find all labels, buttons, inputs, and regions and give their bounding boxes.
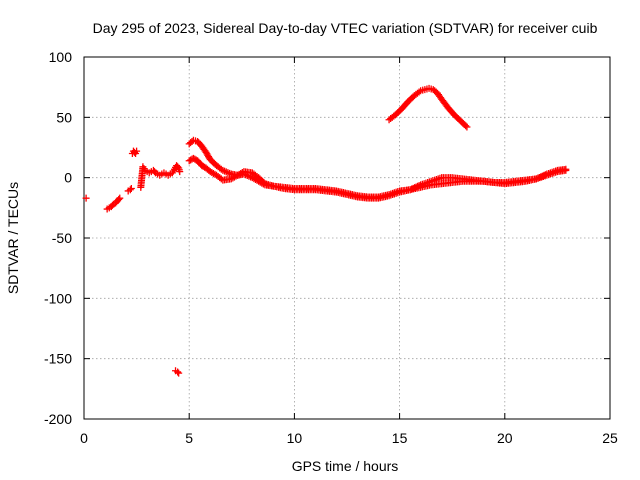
data-point (562, 165, 570, 173)
data-point (408, 185, 416, 193)
x-tick-label: 5 (185, 430, 193, 446)
y-tick-label: 50 (56, 109, 72, 125)
y-axis-label: SDTVAR / TECUs (5, 182, 21, 294)
y-tick-label: 0 (64, 170, 72, 186)
data-point (174, 368, 182, 376)
x-tick-label: 15 (392, 430, 408, 446)
data-point (175, 369, 183, 377)
y-tick-label: -100 (44, 290, 72, 306)
x-tick-labels: 0 5 10 15 20 25 (80, 430, 618, 446)
data-point (115, 195, 123, 203)
x-tick-label: 25 (602, 430, 618, 446)
chart-title: Day 295 of 2023, Sidereal Day-to-day VTE… (93, 20, 598, 36)
grid-layer (84, 57, 610, 419)
data-point (463, 123, 471, 131)
data-point (541, 171, 549, 179)
data-point (537, 173, 545, 181)
data-point (406, 186, 414, 194)
data-marks (82, 84, 570, 377)
data-point (217, 175, 225, 183)
data-point (415, 88, 423, 96)
data-point (462, 122, 470, 130)
data-point (414, 182, 422, 190)
y-tick-labels: -200 -150 -100 -50 0 50 100 (44, 49, 72, 427)
x-tick-label: 0 (80, 430, 88, 446)
x-tick-label: 10 (287, 430, 303, 446)
data-point (409, 184, 417, 192)
ticks-layer (83, 56, 611, 420)
plot-frame (83, 56, 611, 420)
data-point (82, 194, 90, 202)
y-tick-label: -150 (44, 351, 72, 367)
data-point (412, 183, 420, 191)
data-point (535, 173, 543, 181)
data-point (532, 175, 540, 183)
data-point (411, 184, 419, 192)
x-tick-label: 20 (497, 430, 513, 446)
data-point (116, 194, 124, 202)
data-point (224, 169, 232, 177)
data-point (415, 182, 423, 190)
data-point (176, 168, 184, 176)
x-axis-label: GPS time / hours (292, 458, 399, 474)
y-tick-label: 100 (49, 49, 73, 65)
data-point (126, 186, 134, 194)
data-point (538, 172, 546, 180)
y-tick-label: -50 (52, 230, 72, 246)
data-point (127, 185, 135, 193)
y-tick-label: -200 (44, 411, 72, 427)
data-point (540, 171, 548, 179)
data-point (133, 147, 141, 155)
data-point (534, 174, 542, 182)
data-point (219, 166, 227, 174)
data-point (174, 163, 182, 171)
